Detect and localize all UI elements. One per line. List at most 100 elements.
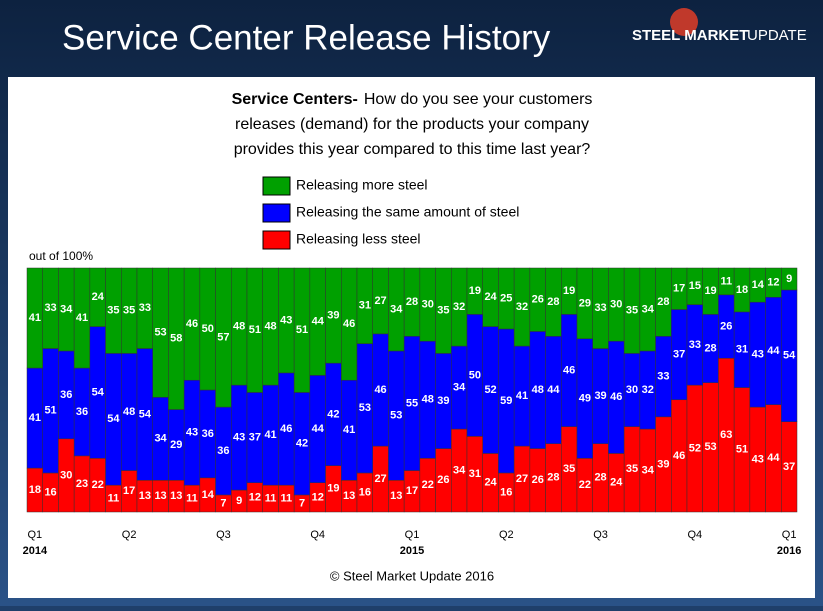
value-label: 39 <box>657 458 669 470</box>
bar-segment <box>781 267 798 291</box>
value-label: 41 <box>516 390 528 402</box>
value-label: 35 <box>107 305 119 317</box>
value-label: 50 <box>469 369 481 381</box>
value-label: 48 <box>123 406 135 418</box>
value-label: 53 <box>154 327 166 339</box>
value-label: 26 <box>532 474 544 486</box>
value-label: 32 <box>642 384 654 396</box>
subtitle-line: releases (demand) for the products your … <box>235 116 589 133</box>
value-label: 43 <box>752 349 764 361</box>
value-label: 13 <box>154 490 166 502</box>
value-label: 41 <box>29 412 41 424</box>
legend-label: Releasing less steel <box>296 231 421 247</box>
value-label: 34 <box>642 303 655 315</box>
value-label: 19 <box>704 285 716 297</box>
value-label: 16 <box>500 486 512 498</box>
year-label: 2014 <box>23 545 48 557</box>
value-label: 19 <box>327 483 339 495</box>
value-label: 16 <box>359 486 371 498</box>
value-label: 13 <box>390 490 402 502</box>
value-label: 48 <box>264 320 276 332</box>
subtitle-lead: Service Centers- <box>232 91 358 108</box>
subtitle-line: Service Centers- How do you see your cust… <box>232 91 593 108</box>
value-label: 11 <box>186 492 198 504</box>
value-label: 7 <box>299 497 305 509</box>
value-label: 19 <box>563 285 575 297</box>
x-tick-label: Q1 <box>405 529 420 541</box>
value-label: 35 <box>437 305 449 317</box>
value-label: 55 <box>406 397 418 409</box>
value-label: 43 <box>233 431 245 443</box>
value-label: 39 <box>437 395 449 407</box>
value-label: 17 <box>123 485 135 497</box>
value-label: 50 <box>202 323 214 335</box>
value-label: 51 <box>249 324 261 336</box>
value-label: 36 <box>60 389 72 401</box>
value-label: 12 <box>767 277 779 289</box>
y-label: out of 100% <box>29 249 93 263</box>
value-label: 53 <box>704 441 716 453</box>
value-label: 32 <box>453 301 465 313</box>
value-label: 22 <box>422 479 434 491</box>
value-label: 42 <box>296 438 308 450</box>
value-label: 51 <box>44 405 56 417</box>
legend-swatch <box>262 230 291 250</box>
value-label: 54 <box>92 386 105 398</box>
value-label: 52 <box>484 384 496 396</box>
value-label: 26 <box>720 320 732 332</box>
value-label: 33 <box>689 339 701 351</box>
value-label: 48 <box>422 394 434 406</box>
value-label: 33 <box>657 370 669 382</box>
value-label: 30 <box>422 299 434 311</box>
value-label: 26 <box>532 294 544 306</box>
value-label: 9 <box>786 273 792 285</box>
value-label: 13 <box>170 490 182 502</box>
value-label: 39 <box>327 309 339 321</box>
legend-swatch <box>262 176 291 196</box>
value-label: 44 <box>312 316 325 328</box>
value-label: 28 <box>704 342 716 354</box>
value-label: 34 <box>60 303 73 315</box>
value-label: 27 <box>516 473 528 485</box>
value-label: 29 <box>579 297 591 309</box>
logo-bold: STEEL MARKET <box>632 27 748 44</box>
value-label: 30 <box>626 384 638 396</box>
value-label: 37 <box>673 349 685 361</box>
value-label: 24 <box>92 291 105 303</box>
value-label: 32 <box>516 301 528 313</box>
value-label: 49 <box>579 392 591 404</box>
value-label: 46 <box>343 318 355 330</box>
value-label: 46 <box>673 450 685 462</box>
value-label: 24 <box>484 477 497 489</box>
value-label: 11 <box>280 492 292 504</box>
value-label: 54 <box>783 350 796 362</box>
value-label: 11 <box>720 275 732 287</box>
value-label: 13 <box>343 490 355 502</box>
legend-label: Releasing more steel <box>296 177 428 193</box>
value-label: 17 <box>406 485 418 497</box>
legend-label: Releasing the same amount of steel <box>296 204 519 220</box>
value-label: 37 <box>783 461 795 473</box>
value-label: 58 <box>170 333 182 345</box>
value-label: 53 <box>359 402 371 414</box>
value-label: 43 <box>280 314 292 326</box>
value-label: 28 <box>406 296 418 308</box>
value-label: 13 <box>139 490 151 502</box>
value-label: 11 <box>265 492 277 504</box>
value-label: 26 <box>437 474 449 486</box>
value-label: 59 <box>500 395 512 407</box>
value-label: 14 <box>752 279 765 291</box>
value-label: 54 <box>139 408 152 420</box>
value-label: 44 <box>767 452 780 464</box>
value-label: 44 <box>767 345 780 357</box>
x-tick-label: Q2 <box>122 529 137 541</box>
value-label: 46 <box>374 384 386 396</box>
value-label: 18 <box>29 484 41 496</box>
value-label: 34 <box>453 464 466 476</box>
value-label: 7 <box>220 497 226 509</box>
value-label: 11 <box>108 492 120 504</box>
value-label: 39 <box>594 390 606 402</box>
value-label: 51 <box>736 444 748 456</box>
value-label: 46 <box>186 318 198 330</box>
